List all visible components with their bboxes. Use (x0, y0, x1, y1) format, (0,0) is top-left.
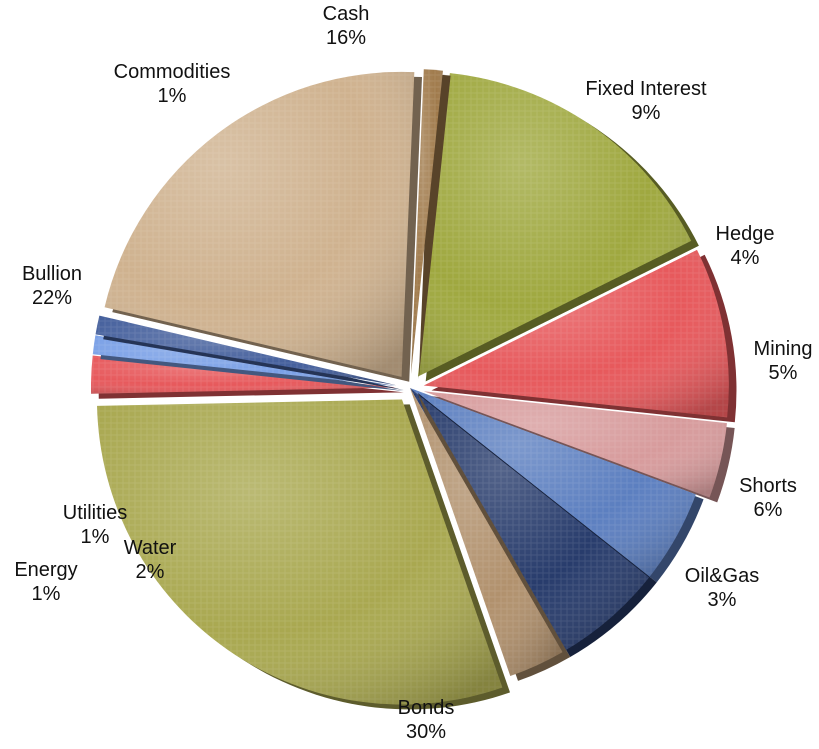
slice-label-name: Energy (14, 559, 77, 581)
slice-label-bullion: Bullion 22% (22, 263, 82, 309)
pie-slice-oil-gas (410, 388, 571, 681)
slice-label-name: Commodities (114, 61, 231, 83)
pie-slice-utilities (95, 315, 404, 391)
slice-label-name: Oil&Gas (685, 565, 759, 587)
pie-labels: Cash 16% Fixed Interest 9% Hedge 4% Mining 5% Sh… (14, 3, 812, 743)
pie-slice-bonds (97, 399, 511, 710)
slice-label-name: Hedge (716, 223, 775, 245)
pie-slice-shading (410, 388, 650, 653)
slice-label-cash: Cash 16% (323, 3, 370, 49)
pie-slice-cash (417, 73, 699, 382)
pie-slice-bullion (104, 71, 423, 382)
slice-label-shorts: Shorts 6% (739, 475, 797, 521)
pie-slice-shading (410, 388, 696, 578)
slice-label-value: 1% (32, 583, 61, 605)
slice-label-name: Bullion (22, 263, 82, 285)
pie-slice-shading (417, 73, 692, 377)
slice-label-name: Utilities (63, 502, 127, 524)
pie-slice-fixed-interest (423, 249, 737, 423)
pie-slice-shading (410, 388, 563, 677)
pie-slice-shorts (410, 388, 657, 658)
slice-label-value: 30% (406, 721, 446, 743)
pie-slice-mining (410, 388, 704, 583)
slice-label-mining: Mining 5% (754, 338, 813, 384)
slice-label-name: Bonds (398, 697, 455, 719)
pie-slice-side (418, 74, 451, 379)
slice-label-water: Water 2% (124, 537, 177, 583)
slice-label-name: Shorts (739, 475, 797, 497)
slice-label-value: 9% (632, 102, 661, 124)
slice-label-value: 3% (708, 589, 737, 611)
pie-slice-commodities (411, 69, 451, 379)
pie-slice-shading (97, 399, 503, 705)
slice-label-hedge: Hedge 4% (716, 223, 775, 269)
pie-slice-shading (104, 71, 415, 377)
slice-label-commodities: Commodities 1% (114, 61, 231, 107)
slice-label-value: 4% (731, 247, 760, 269)
slice-label-bonds: Bonds 30% (398, 697, 455, 743)
slice-label-name: Water (124, 537, 177, 559)
pie-slice-hedge (423, 391, 735, 503)
slice-label-oil-gas: Oil&Gas 3% (685, 565, 759, 611)
slice-label-value: 5% (769, 362, 798, 384)
pie-slice-shading (423, 249, 729, 418)
slice-label-value: 6% (754, 499, 783, 521)
slice-label-value: 2% (136, 561, 165, 583)
slice-label-utilities: Utilities 1% (63, 502, 127, 548)
slice-label-name: Cash (323, 3, 370, 25)
slice-label-energy: Energy 1% (14, 559, 77, 605)
slice-label-value: 1% (81, 526, 110, 548)
pie-slices (91, 69, 737, 710)
slice-label-fixed-interest: Fixed Interest 9% (585, 78, 707, 124)
pie-slice-shading (423, 391, 727, 498)
slice-label-value: 1% (158, 85, 187, 107)
pie-slice-shading (411, 69, 443, 375)
slice-label-name: Fixed Interest (585, 78, 707, 100)
pie-slice-shading (95, 315, 397, 386)
slice-label-value: 16% (326, 27, 366, 49)
slice-label-name: Mining (754, 338, 813, 360)
slice-label-value: 22% (32, 287, 72, 309)
